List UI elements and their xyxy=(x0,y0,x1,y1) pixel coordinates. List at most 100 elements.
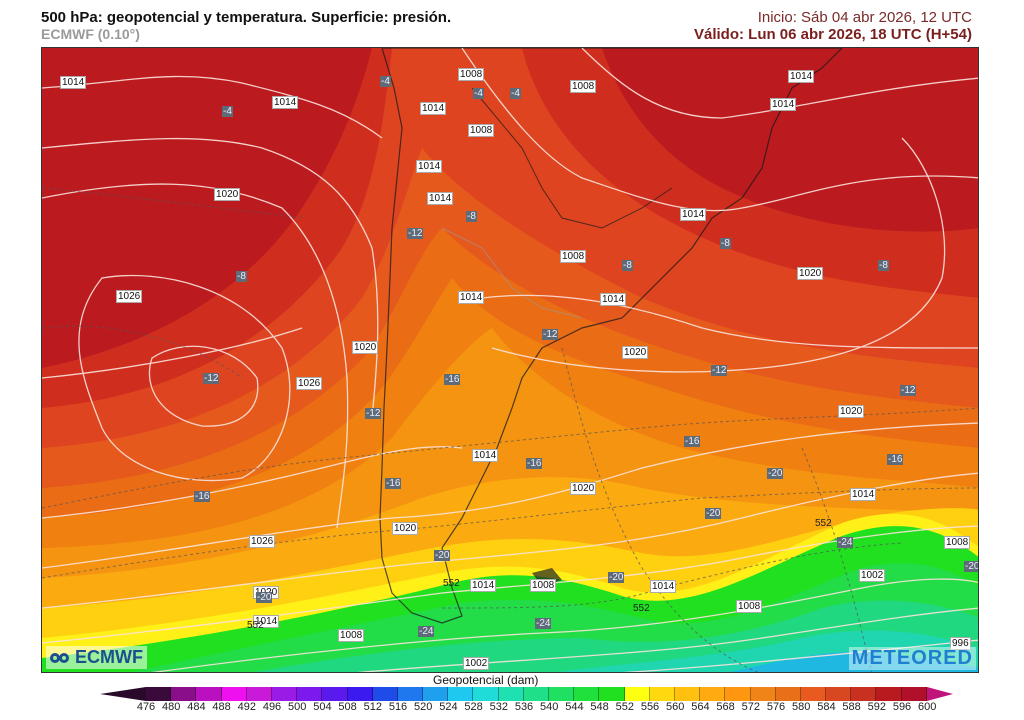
colorbar-tick: 528 xyxy=(464,701,483,713)
colorbar-swatch xyxy=(221,687,247,701)
colorbar xyxy=(100,687,953,701)
colorbar-tick: 516 xyxy=(388,701,408,713)
geopotential-contour-label: 552 xyxy=(443,578,460,589)
forecast-map[interactable]: 1014 1014 1008 1014 1008 1008 1014 1014 1014 1014… xyxy=(41,47,979,673)
isobar-label: 1014 xyxy=(253,615,280,628)
isotherm-label: -16 xyxy=(194,491,211,502)
colorbar-swatch xyxy=(725,687,751,701)
colorbar-swatch xyxy=(624,687,650,701)
isobar-label: 1008 xyxy=(944,536,971,549)
colorbar-tick: 508 xyxy=(338,701,357,713)
isotherm-label: -8 xyxy=(466,211,477,222)
isobar-label: 1014 xyxy=(60,76,87,89)
isotherm-label: -12 xyxy=(711,365,728,376)
colorbar-tick: 488 xyxy=(212,701,231,713)
colorbar-swatch xyxy=(196,687,222,701)
colorbar-swatch xyxy=(423,687,449,701)
colorbar-tick: 492 xyxy=(237,701,256,713)
colorbar-swatch xyxy=(649,687,675,701)
colorbar-swatch xyxy=(549,687,575,701)
isotherm-label: -8 xyxy=(622,260,633,271)
isobar-label: 1008 xyxy=(560,250,587,263)
isobar-label: 1014 xyxy=(788,70,815,83)
colorbar-tick: 592 xyxy=(867,701,886,713)
colorbar-tick: 600 xyxy=(918,701,937,713)
colorbar-tick: 584 xyxy=(817,701,836,713)
colorbar-swatch xyxy=(750,687,776,701)
colorbar-tick: 576 xyxy=(766,701,786,713)
colorbar-swatch xyxy=(171,687,197,701)
colorbar-tick: 564 xyxy=(691,701,710,713)
colorbar-tick: 548 xyxy=(590,701,609,713)
isotherm-label: -4 xyxy=(380,76,391,87)
colorbar-swatch xyxy=(826,687,852,701)
init-time: Inicio: Sáb 04 abr 2026, 12 UTC xyxy=(757,9,972,26)
isobar-label: 1020 xyxy=(352,341,379,354)
colorbar-swatch xyxy=(271,687,298,701)
isotherm-label: -16 xyxy=(526,458,543,469)
isobar-label: 1014 xyxy=(650,580,677,593)
isotherm-label: -8 xyxy=(878,260,889,271)
colorbar-tick: 496 xyxy=(262,701,282,713)
isotherm-label: -12 xyxy=(407,228,424,239)
isotherm-label: -16 xyxy=(444,374,461,385)
isotherm-label: -8 xyxy=(236,271,247,282)
colorbar-tick: 484 xyxy=(187,701,206,713)
isobar-label: 1026 xyxy=(116,290,143,303)
isotherm-label: -16 xyxy=(887,454,904,465)
colorbar-tick: 560 xyxy=(666,701,685,713)
colorbar-swatch xyxy=(297,687,323,701)
geopotential-contour-label: 552 xyxy=(633,603,650,614)
colorbar-tick: 588 xyxy=(842,701,861,713)
isobar-label: 1008 xyxy=(468,124,495,137)
colorbar-swatch xyxy=(448,687,474,701)
colorbar-tick: 580 xyxy=(792,701,811,713)
isotherm-label: -4 xyxy=(473,88,484,99)
isobar-label: 1020 xyxy=(797,267,824,280)
isobar-label: 1014 xyxy=(470,579,497,592)
isobar-label: 1014 xyxy=(600,293,627,306)
ecmwf-logo-text: ECMWF xyxy=(75,647,143,667)
colorbar-tick: 544 xyxy=(565,701,584,713)
colorbar-swatch xyxy=(775,687,801,701)
isobar-label: 1002 xyxy=(463,657,490,670)
valid-time: Válido: Lun 06 abr 2026, 18 UTC (H+54) xyxy=(693,26,972,43)
isotherm-label: -20 xyxy=(608,572,625,583)
isotherm-label: -24 xyxy=(837,537,854,548)
colorbar-tick: 512 xyxy=(363,701,382,713)
isobar-label: 1020 xyxy=(214,188,241,201)
colorbar-tick: 540 xyxy=(540,701,559,713)
isobar-label: 1014 xyxy=(272,96,299,109)
colorbar-tick: 520 xyxy=(414,701,433,713)
colorbar-swatch xyxy=(146,687,172,701)
colorbar-swatch xyxy=(372,687,398,701)
geopotential-field xyxy=(42,48,978,672)
isotherm-label: -16 xyxy=(684,436,701,447)
isobar-label: 1020 xyxy=(392,522,419,535)
colorbar-tick: 532 xyxy=(489,701,508,713)
colorbar-swatch xyxy=(498,687,524,701)
isobar-label: 1020 xyxy=(622,346,649,359)
isotherm-label: -4 xyxy=(510,88,521,99)
map-title: 500 hPa: geopotencial y temperatura. Sup… xyxy=(41,9,452,26)
colorbar-swatch xyxy=(876,687,902,701)
colorbar-swatch xyxy=(246,687,272,701)
isobar-label: 1014 xyxy=(770,98,797,111)
colorbar-high-arrow xyxy=(926,687,953,701)
geopotential-contour-label: 552 xyxy=(815,518,832,529)
isotherm-label: -4 xyxy=(222,106,233,117)
isobar-label: 1020 xyxy=(838,405,865,418)
isotherm-label: -12 xyxy=(542,329,559,340)
isotherm-label: -20 xyxy=(964,561,979,572)
ecmwf-logo-icon xyxy=(50,651,72,665)
isobar-label: 1008 xyxy=(736,600,763,613)
isobar-label: 1002 xyxy=(859,569,886,582)
isotherm-label: -8 xyxy=(720,238,731,249)
isobar-label: 1014 xyxy=(420,102,447,115)
isobar-label: 1026 xyxy=(249,535,276,548)
isotherm-label: -24 xyxy=(535,618,552,629)
isotherm-label: -16 xyxy=(385,478,402,489)
colorbar-tick: 536 xyxy=(514,701,534,713)
colorbar-swatch xyxy=(347,687,373,701)
isobar-label: 1014 xyxy=(680,208,707,221)
